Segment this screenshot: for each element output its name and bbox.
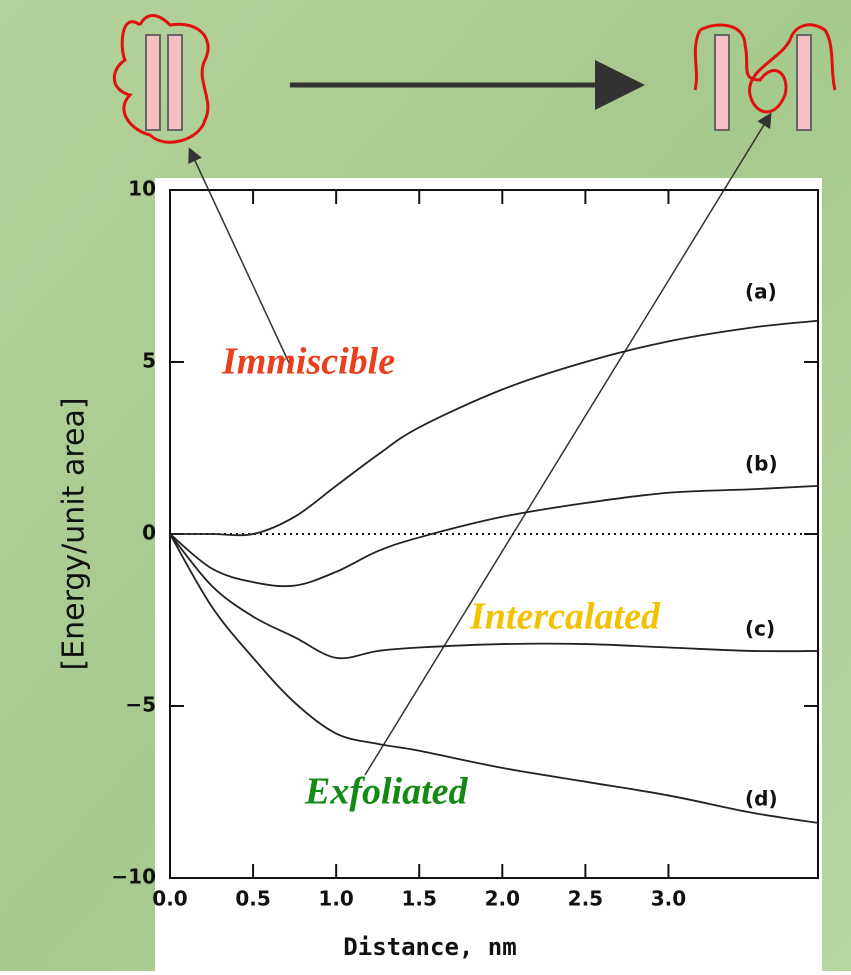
x-tick-label: 0.0	[152, 887, 187, 911]
x-tick-label: 1.0	[318, 887, 353, 911]
y-tick-label: −10	[111, 865, 156, 889]
y-tick-label: 0	[142, 521, 156, 545]
curve	[169, 319, 819, 537]
diagram-icons	[112, 14, 837, 776]
annotation: Exfoliated	[304, 771, 469, 813]
curve	[169, 533, 819, 824]
x-tick-label: 2.0	[485, 887, 520, 911]
x-tick-label: 0.5	[235, 887, 270, 911]
x-axis-label: Distance, nm	[343, 933, 516, 961]
x-tick-label: 3.0	[651, 887, 686, 911]
legend-label: (c)	[745, 617, 775, 641]
annotation: Immiscible	[221, 341, 395, 383]
y-tick-label: 10	[128, 177, 156, 201]
legend-label: (b)	[745, 452, 778, 476]
annotation: Intercalated	[469, 596, 661, 638]
legend-label: (d)	[745, 787, 778, 811]
curve	[169, 484, 819, 588]
curve	[169, 533, 819, 660]
y-tick-label: −5	[125, 693, 156, 717]
x-tick-label: 1.5	[402, 887, 437, 911]
y-tick-label: 5	[142, 349, 156, 373]
legend-label: (a)	[745, 280, 777, 304]
y-axis-label: [Energy/unit area]	[57, 397, 92, 670]
x-tick-label: 2.5	[568, 887, 603, 911]
